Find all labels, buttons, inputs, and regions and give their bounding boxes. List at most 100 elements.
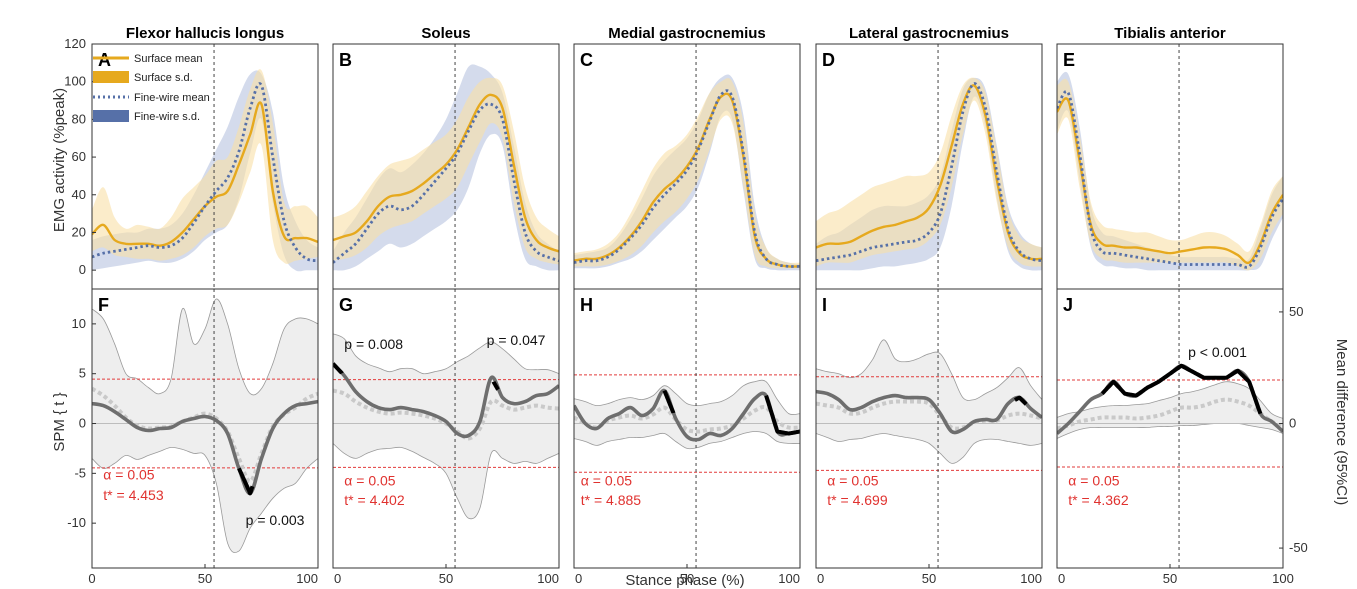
y-tick-label: 10 xyxy=(72,316,86,331)
right-y-tick-label: 50 xyxy=(1289,304,1303,319)
spm-line xyxy=(574,388,800,442)
panel-I: 0 50 100 α = 0.05 t* = 4.699 I xyxy=(815,288,1043,586)
y-label-top: EMG activity (%peak) xyxy=(51,88,68,232)
x-tick-label: 0 xyxy=(1058,571,1065,586)
stat-annotation: p = 0.008 xyxy=(344,336,403,352)
plot-area xyxy=(816,44,1042,289)
surface-sd-band xyxy=(333,77,559,265)
panel-letter: C xyxy=(580,50,593,70)
stat-annotation: t* = 4.699 xyxy=(827,492,888,508)
plot-area xyxy=(574,44,800,289)
surface-sd-band xyxy=(1057,78,1283,271)
panel-letter: D xyxy=(822,50,835,70)
stat-annotation: t* = 4.885 xyxy=(581,492,642,508)
x-tick-label: 0 xyxy=(575,571,582,586)
x-tick-label: 0 xyxy=(817,571,824,586)
panel-letter: F xyxy=(98,295,109,315)
legend: Surface mean Surface s.d. Fine-wire mean… xyxy=(93,53,210,123)
panel-frame xyxy=(1056,288,1284,569)
significant-cluster-line xyxy=(764,394,800,436)
x-tick-label: 50 xyxy=(922,571,936,586)
surface-mean-line xyxy=(1057,97,1283,265)
mean-difference-line xyxy=(1057,397,1283,431)
significant-cluster-line xyxy=(333,362,344,375)
x-tick-label: 50 xyxy=(680,571,694,586)
y-tick-label: -5 xyxy=(74,465,86,480)
mean-difference-line xyxy=(574,405,800,434)
surface-mean-line xyxy=(816,84,1042,261)
panel-letter: H xyxy=(580,295,593,315)
y-tick-label: 0 xyxy=(79,262,86,277)
panel-title: Soleus xyxy=(421,25,470,42)
panel-letter: B xyxy=(339,50,352,70)
x-tick-label: 100 xyxy=(778,571,800,586)
legend-finewire-sd-swatch xyxy=(93,110,129,122)
significant-cluster-line xyxy=(1100,363,1263,415)
legend-surface-mean-label: Surface mean xyxy=(134,53,202,65)
ci-band xyxy=(92,298,318,554)
plot-area xyxy=(1057,289,1283,568)
finewire-mean-line xyxy=(333,102,559,264)
y-label-bottom-left: SPM { t } xyxy=(51,392,68,451)
finewire-mean-line xyxy=(1057,89,1283,269)
panel-title: Lateral gastrocnemius xyxy=(849,25,1009,42)
legend-surface-sd-label: Surface s.d. xyxy=(134,72,193,84)
panel-letter: J xyxy=(1063,295,1073,315)
spm-line xyxy=(333,362,559,439)
stat-annotation: p = 0.047 xyxy=(487,332,546,348)
stat-annotation: p = 0.003 xyxy=(246,512,305,528)
surface-mean-line xyxy=(333,93,559,253)
legend-finewire-sd-label: Fine-wire s.d. xyxy=(134,111,200,123)
x-tick-label: 0 xyxy=(88,571,95,586)
panel-B: Soleus B xyxy=(332,25,560,290)
x-tick-label: 100 xyxy=(296,571,318,586)
stat-annotation: t* = 4.402 xyxy=(344,492,405,508)
y-tick-label: 120 xyxy=(64,36,86,51)
panel-letter: G xyxy=(339,295,353,315)
x-tick-label: 50 xyxy=(198,571,212,586)
significant-cluster-line xyxy=(237,467,255,496)
panel-E: Tibialis anterior E xyxy=(1056,25,1284,290)
panels: Flexor hallucis longus020406080100120ASo… xyxy=(64,25,1308,586)
x-tick-label: 100 xyxy=(537,571,559,586)
legend-finewire-mean-label: Fine-wire mean xyxy=(134,92,210,104)
finewire-mean-line xyxy=(92,82,318,263)
stat-annotation: α = 0.05 xyxy=(103,466,155,482)
panel-title: Flexor hallucis longus xyxy=(126,25,284,42)
y-tick-label: -10 xyxy=(67,515,86,530)
legend-surface-sd-swatch xyxy=(93,71,129,83)
stat-annotation: α = 0.05 xyxy=(1068,472,1120,488)
panel-letter: E xyxy=(1063,50,1075,70)
stat-annotation: p < 0.001 xyxy=(1188,344,1247,360)
spm-line xyxy=(92,399,318,496)
ci-band xyxy=(574,379,800,450)
panel-C: Medial gastrocnemius C xyxy=(573,25,801,290)
y-tick-label: 100 xyxy=(64,74,86,89)
panel-frame xyxy=(573,288,801,569)
significant-cluster-line xyxy=(1013,395,1028,406)
panel-frame xyxy=(815,288,1043,569)
surface-sd-band xyxy=(816,77,1042,267)
panel-G: 0 50 100 p = 0.008 p = 0.047 α = 0.05 t* = 4.4… xyxy=(332,288,560,586)
stat-annotation: t* = 4.453 xyxy=(103,487,164,503)
surface-sd-band xyxy=(92,69,318,264)
plot-area xyxy=(1057,44,1283,289)
y-tick-label: 80 xyxy=(72,111,86,126)
significant-cluster-line xyxy=(662,389,676,414)
panel-A: Flexor hallucis longus 0 20 40 60 80 100 120 A xyxy=(64,25,319,290)
panel-letter: A xyxy=(98,50,111,70)
plot-area xyxy=(92,289,318,568)
y-tick-label: 40 xyxy=(72,187,86,202)
panel-D: Lateral gastrocnemius D xyxy=(815,25,1043,290)
panel-title: Medial gastrocnemius xyxy=(608,25,766,42)
stat-annotation: α = 0.05 xyxy=(827,472,879,488)
y-tick-label: 5 xyxy=(79,366,86,381)
plot-area xyxy=(816,289,1042,568)
x-label: Stance phase (%) xyxy=(625,572,744,589)
plot-area xyxy=(333,44,559,289)
plot-area xyxy=(574,289,800,568)
significant-cluster-line xyxy=(491,380,500,391)
panel-frame xyxy=(332,288,560,569)
